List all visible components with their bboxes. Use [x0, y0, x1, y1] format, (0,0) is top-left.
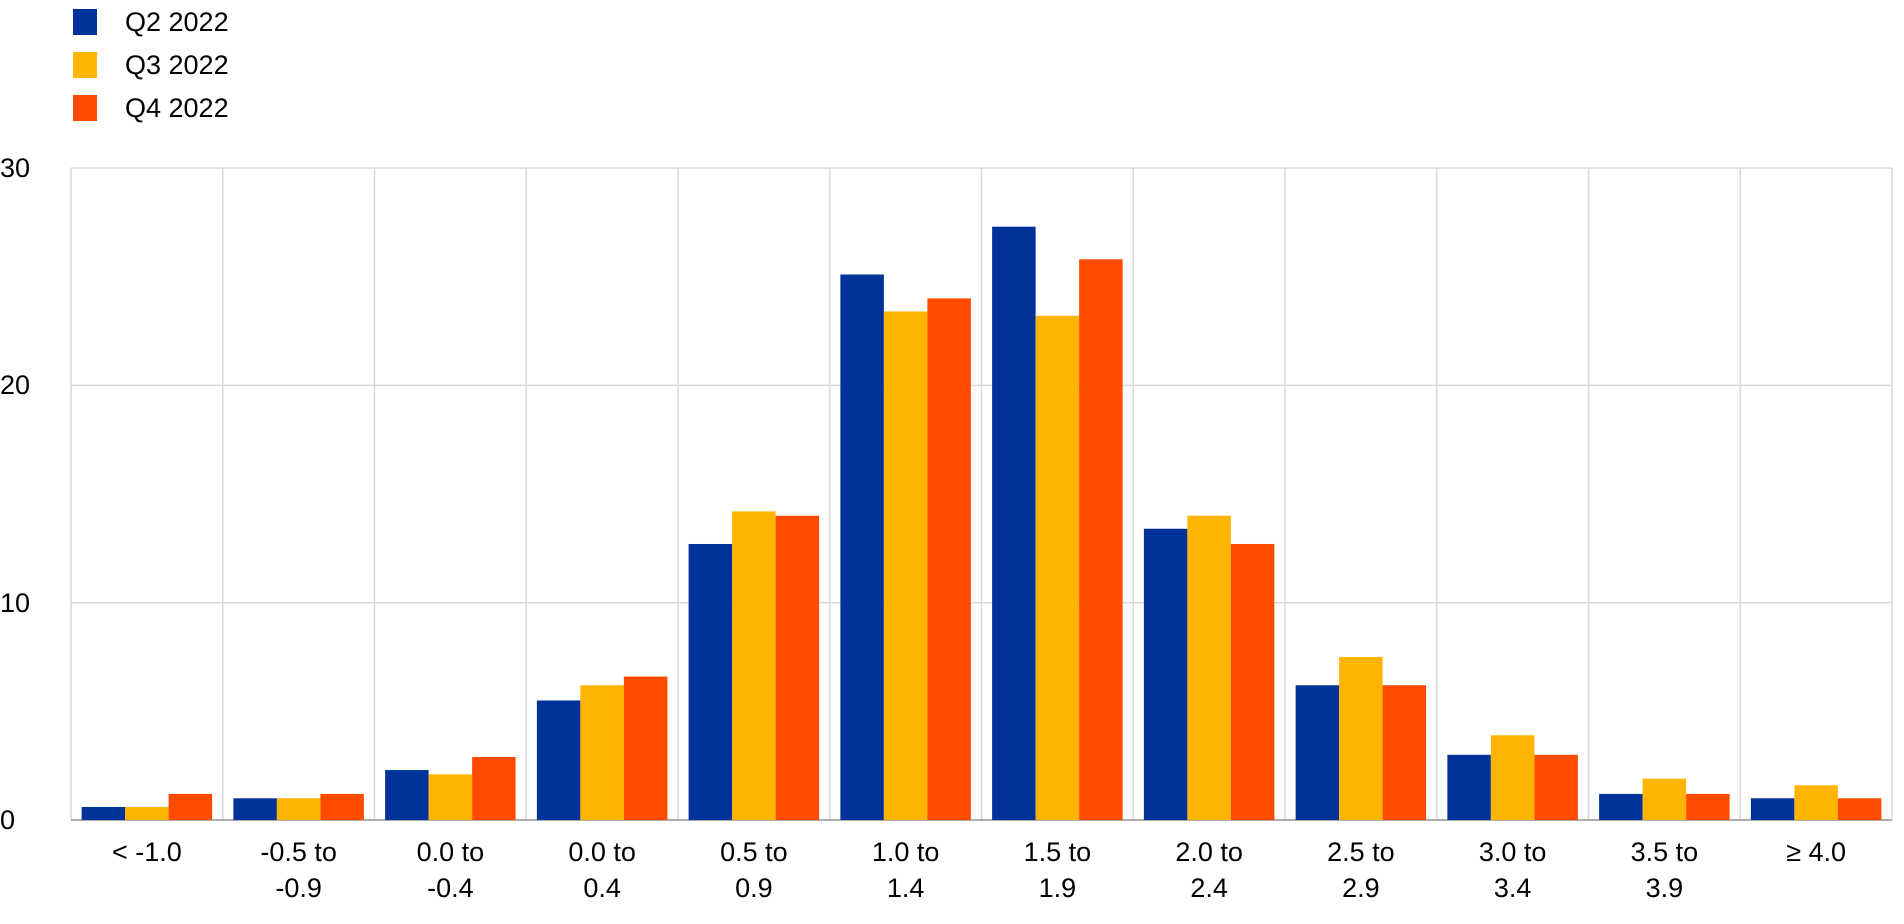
bar: [385, 770, 429, 820]
bar: [428, 774, 473, 820]
bar: [688, 543, 733, 820]
bar: [233, 798, 277, 820]
x-tick-label: < -1.0: [111, 837, 182, 867]
bar: [125, 806, 169, 820]
y-tick-label: 10: [0, 587, 31, 618]
bar: [1143, 528, 1188, 820]
bar: [1295, 685, 1340, 820]
bar: [1599, 793, 1643, 820]
bar: [1534, 754, 1578, 820]
x-tick-label: 0.0 to 0.4: [568, 837, 636, 903]
x-tick-label: 3.5 to 3.9: [1630, 837, 1699, 903]
legend-label: Q4 2022: [125, 93, 229, 123]
y-tick-label: 30: [0, 153, 31, 183]
bar: [81, 806, 126, 820]
bar: [732, 511, 776, 820]
bar: [168, 793, 213, 820]
legend-swatch: [73, 9, 97, 35]
bar: [927, 298, 971, 820]
bar: [276, 798, 321, 820]
bar: [623, 676, 668, 820]
bar: [1447, 754, 1491, 820]
bar: [1837, 798, 1882, 820]
bar: [1686, 793, 1730, 820]
bar: [840, 274, 884, 820]
bar: [883, 311, 928, 820]
bar: [1794, 785, 1838, 820]
x-tick-label: 0.5 to 0.9: [720, 837, 788, 903]
x-tick-label: ≥ 4.0: [1786, 837, 1847, 867]
bar: [320, 793, 364, 820]
bar: [1230, 543, 1275, 820]
y-tick-label: 20: [0, 370, 31, 401]
x-tick-label: 0.0 to -0.4: [416, 837, 485, 903]
bar: [1382, 685, 1427, 820]
bar: [472, 756, 516, 820]
y-tick-label: 0: [0, 805, 16, 835]
bar: [1642, 778, 1687, 820]
legend-label: Q2 2022: [125, 7, 229, 37]
bar: [1035, 315, 1080, 820]
bar: [1490, 735, 1535, 820]
x-tick-label: 1.5 to 1.9: [1023, 837, 1092, 903]
bar: [536, 700, 581, 820]
x-tick-label: 2.0 to 2.4: [1175, 837, 1243, 903]
bar: [580, 685, 624, 820]
x-tick-label: 1.0 to 1.4: [871, 837, 940, 903]
x-tick-label: 2.5 to 2.9: [1327, 837, 1395, 903]
bar: [775, 515, 820, 820]
bar: [992, 226, 1036, 820]
legend-swatch: [73, 95, 97, 121]
bar: [1187, 515, 1231, 820]
x-tick-label: 3.0 to 3.4: [1478, 837, 1547, 903]
legend-label: Q3 2022: [125, 50, 229, 80]
legend-swatch: [73, 52, 97, 78]
bar: [1079, 259, 1123, 820]
bar: [1339, 657, 1383, 820]
bar: [1750, 798, 1795, 820]
x-tick-label: -0.5 to -0.9: [260, 837, 337, 903]
